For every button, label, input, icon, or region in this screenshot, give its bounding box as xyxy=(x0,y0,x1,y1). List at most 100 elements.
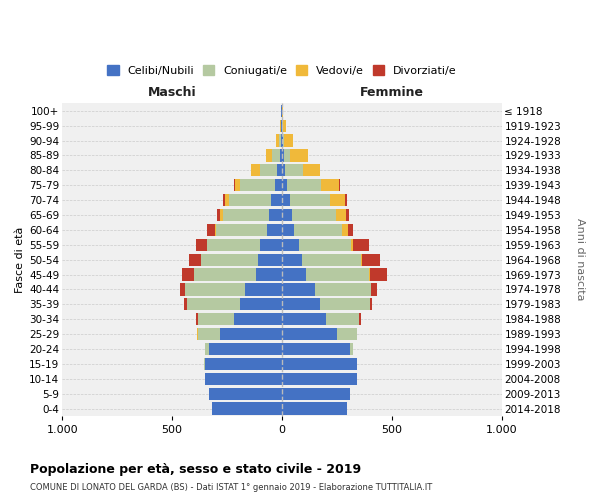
Bar xyxy=(282,194,290,206)
Bar xyxy=(209,343,282,355)
Bar xyxy=(182,268,194,280)
Bar xyxy=(280,120,281,132)
Bar xyxy=(207,238,260,251)
Bar xyxy=(356,358,357,370)
Bar xyxy=(339,179,340,192)
Bar xyxy=(282,402,347,414)
Bar xyxy=(283,134,284,146)
Bar xyxy=(306,268,368,280)
Bar xyxy=(180,284,185,296)
Bar xyxy=(205,343,209,355)
Bar xyxy=(282,343,350,355)
Bar xyxy=(196,238,206,251)
Bar xyxy=(281,120,282,132)
Bar xyxy=(199,328,220,340)
Bar xyxy=(216,224,266,236)
Bar xyxy=(282,298,320,310)
Bar xyxy=(337,328,356,340)
Text: Popolazione per età, sesso e stato civile - 2019: Popolazione per età, sesso e stato civil… xyxy=(30,462,361,475)
Bar xyxy=(326,313,359,326)
Bar xyxy=(233,179,235,192)
Bar xyxy=(184,298,187,310)
Bar xyxy=(204,358,205,370)
Bar xyxy=(205,372,282,385)
Bar xyxy=(220,209,223,221)
Bar xyxy=(251,164,260,176)
Bar xyxy=(279,134,281,146)
Text: COMUNE DI LONATO DEL GARDA (BS) - Dati ISTAT 1° gennaio 2019 - Elaborazione TUTT: COMUNE DI LONATO DEL GARDA (BS) - Dati I… xyxy=(30,482,432,492)
Bar xyxy=(206,238,207,251)
Bar xyxy=(282,238,299,251)
Bar xyxy=(277,164,282,176)
Bar xyxy=(356,328,357,340)
Bar xyxy=(287,179,322,192)
Bar xyxy=(284,134,293,146)
Bar xyxy=(282,284,315,296)
Bar xyxy=(240,298,282,310)
Bar xyxy=(282,224,294,236)
Bar xyxy=(368,268,370,280)
Bar xyxy=(283,120,286,132)
Bar xyxy=(229,194,271,206)
Bar xyxy=(205,358,282,370)
Bar xyxy=(282,358,356,370)
Bar xyxy=(207,224,215,236)
Bar xyxy=(200,254,258,266)
Bar xyxy=(290,194,330,206)
Bar xyxy=(197,328,199,340)
Bar xyxy=(276,134,279,146)
Bar xyxy=(353,238,368,251)
Bar xyxy=(282,254,302,266)
Bar xyxy=(284,150,290,162)
Y-axis label: Fasce di età: Fasce di età xyxy=(15,226,25,293)
Bar xyxy=(348,224,353,236)
Bar xyxy=(359,313,361,326)
Bar xyxy=(322,179,339,192)
Bar xyxy=(215,224,216,236)
Bar xyxy=(260,164,277,176)
Bar xyxy=(225,194,229,206)
Bar xyxy=(346,209,349,221)
Bar xyxy=(269,209,282,221)
Bar xyxy=(281,134,282,146)
Bar xyxy=(299,238,351,251)
Bar xyxy=(302,254,361,266)
Bar xyxy=(272,150,280,162)
Bar xyxy=(362,254,380,266)
Bar xyxy=(196,313,199,326)
Bar xyxy=(343,224,348,236)
Bar xyxy=(258,254,282,266)
Bar xyxy=(187,298,240,310)
Bar xyxy=(320,298,370,310)
Bar xyxy=(282,313,326,326)
Bar xyxy=(280,150,282,162)
Bar xyxy=(217,209,220,221)
Bar xyxy=(275,179,282,192)
Bar xyxy=(290,150,308,162)
Bar xyxy=(330,194,344,206)
Bar xyxy=(282,150,284,162)
Bar xyxy=(371,284,377,296)
Bar xyxy=(294,224,343,236)
Bar xyxy=(223,209,269,221)
Bar xyxy=(188,254,200,266)
Legend: Celibi/Nubili, Coniugati/e, Vedovi/e, Divorziati/e: Celibi/Nubili, Coniugati/e, Vedovi/e, Di… xyxy=(107,65,456,76)
Bar xyxy=(303,164,320,176)
Y-axis label: Anni di nascita: Anni di nascita xyxy=(575,218,585,301)
Bar xyxy=(370,268,388,280)
Bar xyxy=(199,313,233,326)
Bar xyxy=(351,238,353,251)
Bar xyxy=(266,150,272,162)
Bar xyxy=(223,194,225,206)
Text: Maschi: Maschi xyxy=(148,86,196,99)
Bar xyxy=(350,343,353,355)
Bar xyxy=(235,179,240,192)
Bar xyxy=(282,134,283,146)
Bar xyxy=(271,194,282,206)
Bar xyxy=(344,194,347,206)
Bar xyxy=(220,328,282,340)
Bar xyxy=(240,179,275,192)
Bar xyxy=(212,402,282,414)
Bar xyxy=(282,328,337,340)
Bar xyxy=(260,238,282,251)
